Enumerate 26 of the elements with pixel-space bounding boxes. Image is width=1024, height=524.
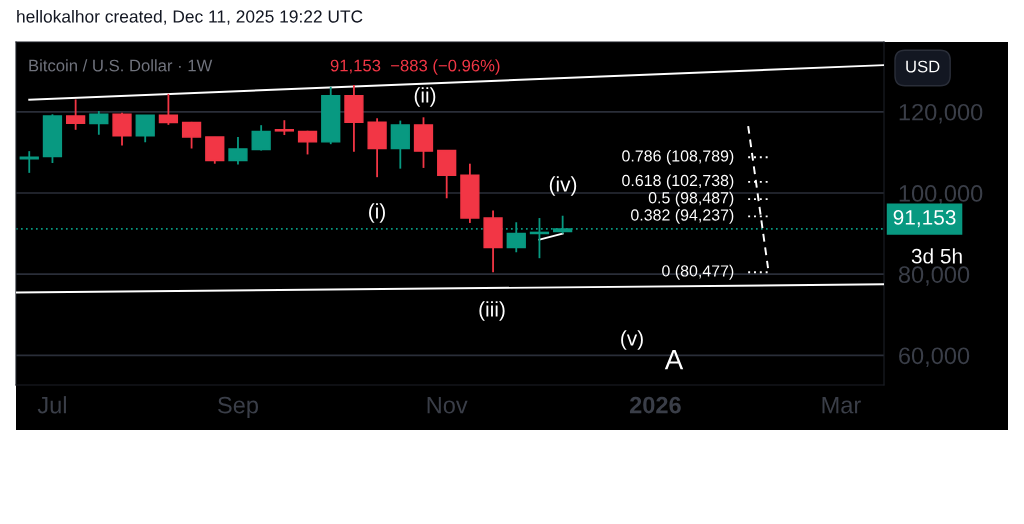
text: 91,153 −883 (−0.96%) bbox=[330, 59, 500, 75]
x-tick-label: 2026 bbox=[629, 396, 681, 414]
y-tick-label: 60,000 bbox=[899, 347, 970, 367]
annotation: (v) bbox=[621, 330, 643, 350]
y-tick-label: 100,000 bbox=[899, 185, 983, 205]
text: 3d 5h bbox=[911, 248, 962, 264]
text: hellokalhor created, Dec 11, 2025 19:22 UTC bbox=[17, 9, 363, 25]
x-tick-label: Mar bbox=[822, 396, 861, 414]
x-tick-label: Sep bbox=[218, 396, 258, 419]
series-label: 0.786 (108,789) bbox=[622, 149, 734, 165]
series-label: 0.618 (102,738) bbox=[622, 174, 734, 190]
annotation: (iv) bbox=[549, 176, 577, 196]
y-tick-label: 120,000 bbox=[899, 103, 983, 124]
x-tick-label: Jul bbox=[37, 396, 66, 414]
y-tick-label: 80,000 bbox=[898, 266, 970, 286]
annotation: (i) bbox=[369, 203, 385, 223]
ref-line-label: 91,153 bbox=[893, 210, 956, 228]
annotation: (iii) bbox=[479, 301, 505, 321]
series-label: 0.382 (94,237) bbox=[631, 208, 734, 224]
x-tick-label: Nov bbox=[427, 396, 468, 414]
series-label: 0 (80,477) bbox=[662, 264, 734, 280]
text: USD bbox=[906, 60, 940, 73]
text: Bitcoin / U.S. Dollar · 1W bbox=[29, 59, 213, 72]
annotation: (ii) bbox=[414, 87, 436, 107]
annotation: A bbox=[664, 350, 684, 370]
series-label: 0.5 (98,487) bbox=[648, 191, 734, 207]
